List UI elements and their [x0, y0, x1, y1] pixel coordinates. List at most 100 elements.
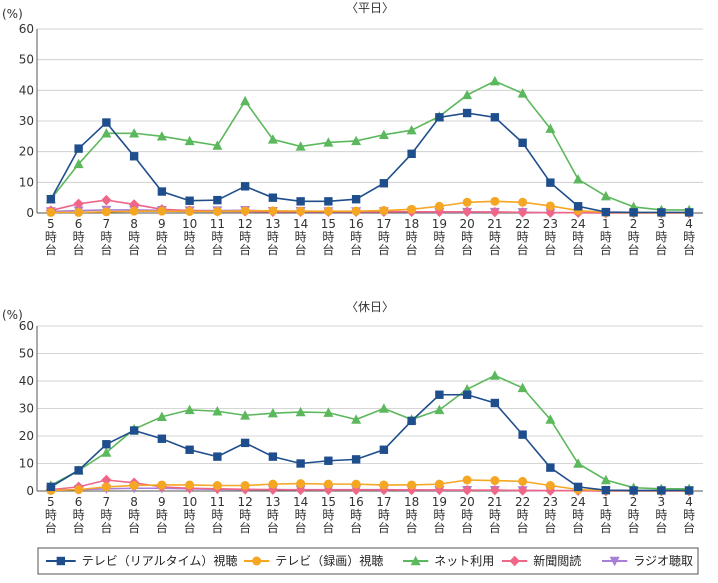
legend-item: テレビ（リアルタイム）視聴 [46, 553, 237, 568]
data-point [323, 479, 333, 489]
x-tick-label: 1 時台 [600, 217, 612, 257]
data-point [600, 190, 611, 201]
data-point [240, 481, 250, 490]
data-point [351, 195, 361, 204]
data-point [573, 202, 583, 211]
data-point [74, 207, 84, 217]
data-point [490, 196, 500, 206]
x-tick-label: 13 時台 [265, 495, 280, 535]
data-point [157, 206, 167, 216]
x-tick-label: 9 時台 [156, 495, 168, 535]
data-point [296, 479, 306, 489]
data-point [545, 481, 555, 490]
data-point [406, 125, 417, 135]
data-point [323, 407, 334, 417]
x-tick-label: 22 時台 [515, 217, 530, 257]
data-point [518, 197, 528, 207]
data-point [212, 481, 222, 490]
data-point [296, 459, 305, 468]
x-tick-label: 17 時台 [376, 495, 391, 535]
data-point [240, 438, 250, 448]
data-point [74, 485, 84, 495]
data-point [323, 137, 334, 147]
data-point [101, 207, 111, 217]
x-tick-label: 7 時台 [100, 495, 112, 535]
data-point [489, 75, 500, 86]
data-point [185, 445, 194, 454]
legend-marker [509, 555, 520, 567]
data-point [156, 131, 167, 141]
x-tick-label: 16 時台 [348, 495, 363, 535]
data-point [378, 403, 389, 413]
data-point [462, 108, 472, 118]
x-tick-label: 12 時台 [237, 495, 252, 535]
x-tick-label: 11 時台 [210, 217, 225, 257]
data-point [129, 426, 139, 435]
x-tick-label: 19 時台 [432, 495, 447, 535]
data-point [267, 407, 278, 418]
data-point [128, 199, 140, 210]
data-point [101, 482, 111, 492]
data-point [462, 390, 472, 399]
x-tick-label: 17 時台 [376, 217, 391, 257]
y-tick-label: 40 [19, 83, 34, 97]
data-point [157, 187, 167, 196]
data-point [351, 455, 361, 464]
x-tick-label: 21 時台 [487, 495, 502, 535]
x-tick-label: 23 時台 [543, 217, 558, 257]
data-point [184, 404, 195, 415]
y-tick-label: 60 [19, 22, 34, 36]
x-tick-label: 5 時台 [45, 217, 57, 257]
series-line [50, 393, 690, 492]
legend-item: テレビ（録画）視聴 [244, 553, 383, 568]
y-tick-label: 10 [19, 175, 34, 189]
data-point [600, 474, 611, 485]
data-point [212, 140, 223, 150]
data-point [601, 207, 611, 217]
data-point [657, 208, 666, 217]
data-point [489, 484, 501, 496]
data-point [517, 382, 528, 393]
data-point [268, 479, 278, 489]
data-point [268, 193, 278, 202]
data-point [74, 466, 83, 475]
x-tick-label: 22 時台 [515, 495, 530, 535]
legend-marker [609, 556, 620, 567]
data-point [101, 474, 112, 486]
x-tick-label: 24 時台 [570, 495, 585, 535]
data-point [185, 206, 195, 216]
series-circle [46, 196, 694, 218]
x-tick-label: 8 時台 [128, 495, 140, 535]
data-point [351, 206, 361, 216]
data-point [74, 144, 83, 153]
series-line [50, 374, 690, 490]
y-tick-label: 50 [19, 53, 34, 67]
legend-box [37, 547, 699, 575]
series-line [50, 200, 690, 214]
y-axis-label: (%) [2, 308, 23, 322]
data-point [102, 118, 111, 127]
legend-marker [56, 556, 66, 566]
data-point [461, 206, 473, 217]
data-point [157, 434, 167, 443]
x-tick-label: 13 時台 [265, 217, 280, 257]
data-point [573, 174, 584, 184]
y-tick-label: 60 [19, 319, 34, 333]
data-point [324, 456, 333, 465]
data-point [213, 452, 222, 461]
legend-label: 新聞閲読 [533, 553, 581, 568]
legend-label: テレビ（リアルタイム）視聴 [82, 553, 238, 568]
data-point [73, 198, 84, 209]
x-tick-label: 23 時台 [543, 495, 558, 535]
data-point [101, 194, 112, 206]
series-triangle [45, 370, 695, 493]
data-point [157, 480, 167, 490]
data-point [379, 445, 389, 454]
data-point [434, 201, 444, 211]
x-tick-label: 10 時台 [182, 217, 197, 257]
data-point [185, 480, 195, 490]
data-point [379, 179, 389, 188]
data-point [546, 463, 555, 472]
data-point [545, 201, 555, 211]
x-tick-label: 6 時台 [73, 217, 85, 257]
